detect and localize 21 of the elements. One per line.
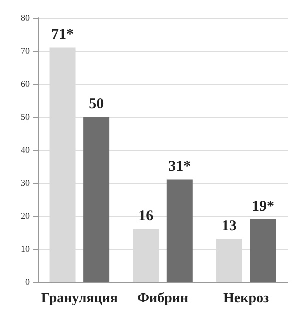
bar: [84, 117, 110, 282]
data-label: 71*: [52, 27, 74, 44]
bar: [166, 180, 193, 282]
y-tick-label: 10: [21, 244, 30, 254]
data-label: 19*: [252, 198, 274, 215]
data-label: 50: [89, 96, 104, 112]
data-label: 31*: [168, 159, 192, 176]
y-tick-label: 80: [21, 13, 30, 23]
x-tick-label: Некроз: [224, 292, 270, 306]
y-tick-label: 20: [21, 211, 30, 221]
y-tick-label: 60: [21, 79, 30, 89]
bar: [250, 219, 276, 282]
y-tick-label: 30: [21, 178, 30, 188]
data-label: 13: [222, 218, 237, 235]
y-tick-label: 50: [21, 112, 30, 122]
x-tick-label: Фибрин: [137, 292, 189, 306]
y-tick-label: 0: [26, 277, 30, 287]
x-tick-label: Грануляция: [41, 292, 118, 306]
y-tick-label: 40: [21, 145, 30, 155]
data-label: 16: [138, 208, 154, 225]
y-tick-label: 70: [21, 46, 30, 56]
